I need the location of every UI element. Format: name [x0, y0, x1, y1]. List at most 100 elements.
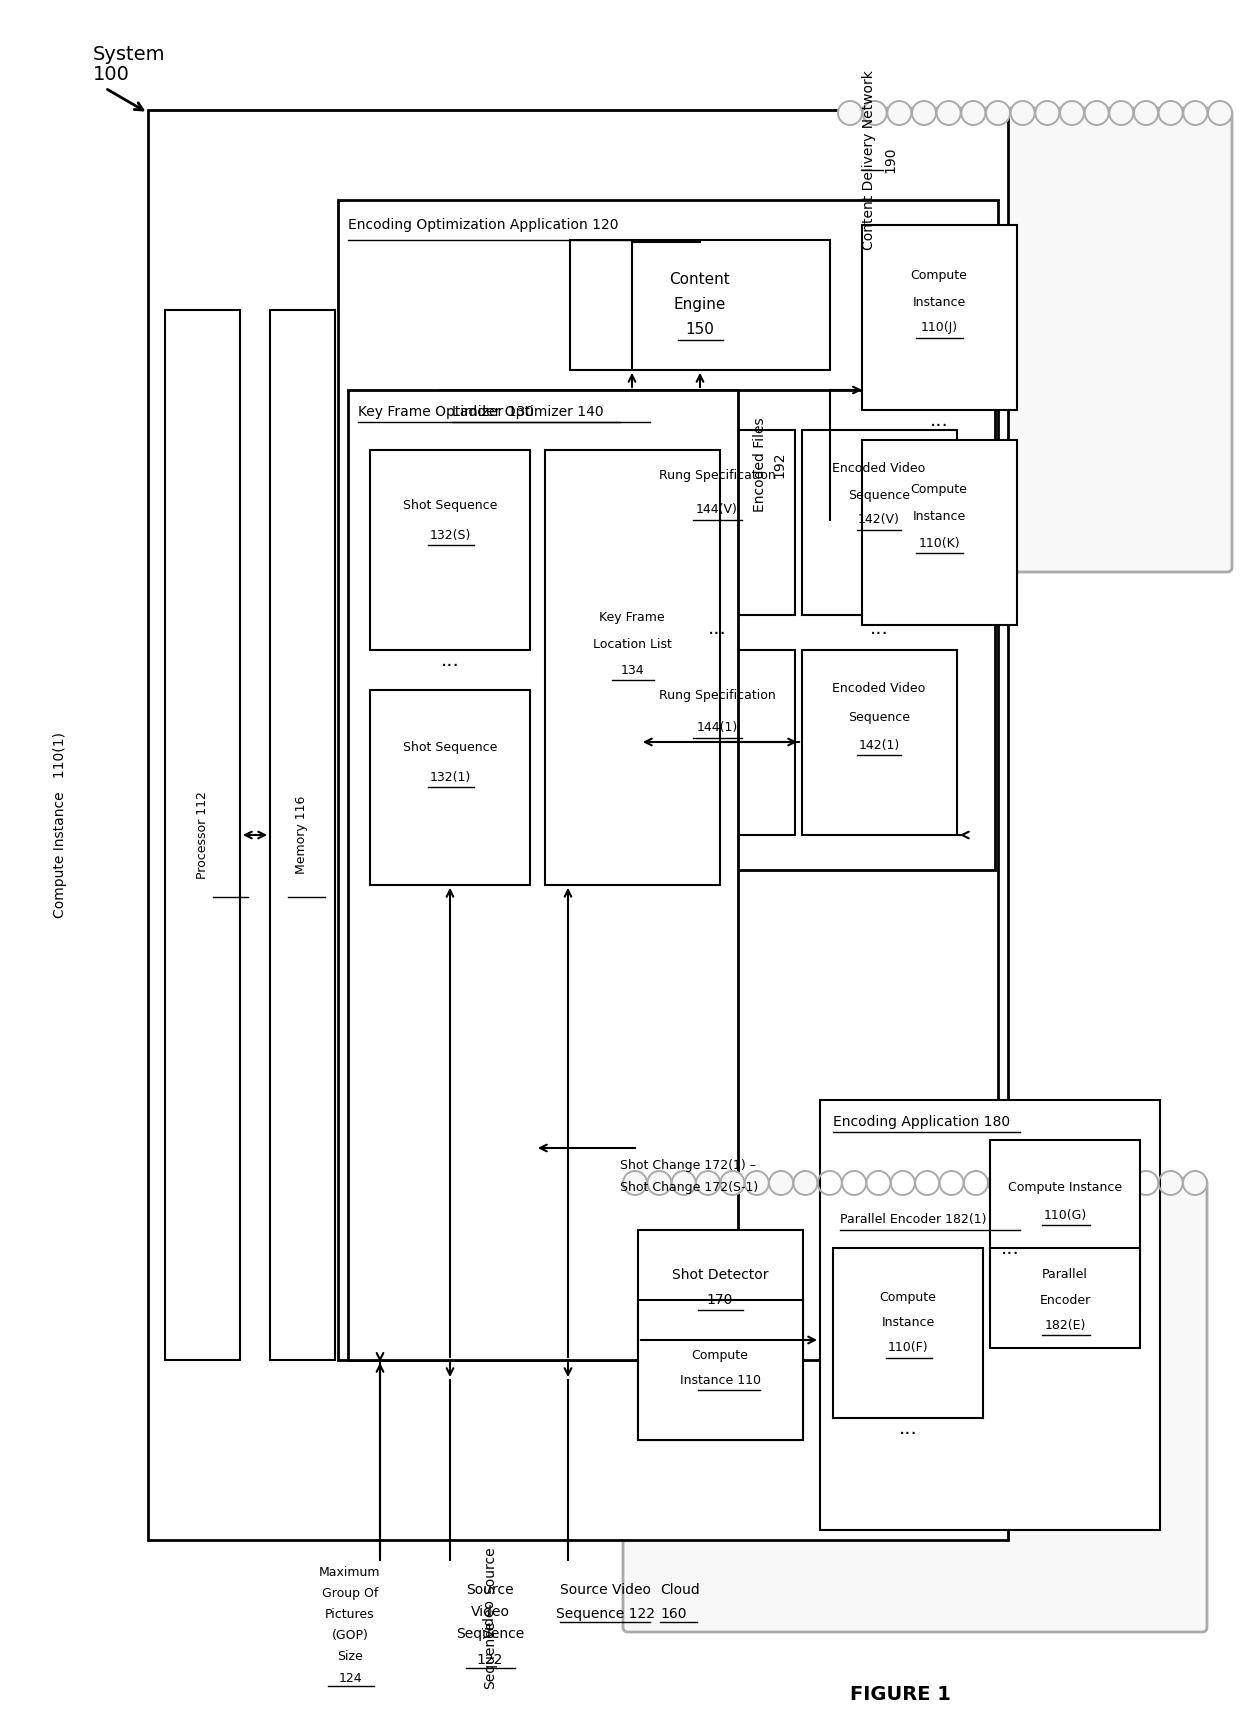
Text: Source Video: Source Video	[559, 1583, 651, 1597]
Circle shape	[647, 1171, 671, 1195]
Circle shape	[1110, 1171, 1133, 1195]
Circle shape	[1061, 1171, 1085, 1195]
Text: Parallel: Parallel	[1042, 1268, 1087, 1282]
Text: Processor 112: Processor 112	[196, 792, 208, 878]
Circle shape	[1135, 1171, 1158, 1195]
Text: 160: 160	[660, 1607, 687, 1621]
Bar	[370, 689, 529, 885]
Circle shape	[911, 100, 936, 125]
Text: Sequence: Sequence	[848, 712, 910, 724]
Circle shape	[1037, 1171, 1061, 1195]
Text: 110(G): 110(G)	[1043, 1209, 1086, 1221]
Text: FIGURE 1: FIGURE 1	[849, 1685, 950, 1704]
Text: Sequence: Sequence	[484, 1621, 497, 1689]
Circle shape	[963, 1171, 988, 1195]
Text: Encoding Application 180: Encoding Application 180	[833, 1115, 1011, 1129]
Circle shape	[1013, 1171, 1037, 1195]
Circle shape	[888, 100, 911, 125]
Circle shape	[863, 100, 887, 125]
Text: Group Of: Group Of	[322, 1588, 378, 1600]
Text: ...: ...	[930, 410, 949, 430]
Bar	[820, 1100, 1159, 1529]
Text: Shot Sequence: Shot Sequence	[403, 741, 497, 753]
Text: Parallel Encoder 182(1): Parallel Encoder 182(1)	[839, 1214, 987, 1226]
Text: 122: 122	[477, 1652, 503, 1666]
Circle shape	[940, 1171, 963, 1195]
FancyBboxPatch shape	[838, 107, 1233, 572]
Text: Shot Detector: Shot Detector	[672, 1268, 769, 1282]
Circle shape	[1158, 100, 1183, 125]
Circle shape	[1011, 100, 1034, 125]
Text: Sequence 122: Sequence 122	[556, 1607, 655, 1621]
Circle shape	[696, 1171, 720, 1195]
Text: Instance: Instance	[913, 509, 966, 523]
Text: Sequence: Sequence	[848, 488, 910, 502]
Circle shape	[1085, 100, 1109, 125]
Circle shape	[1183, 1171, 1207, 1195]
Text: Compute Instance: Compute Instance	[1008, 1181, 1122, 1195]
Text: (GOP): (GOP)	[331, 1630, 368, 1642]
Circle shape	[890, 1171, 915, 1195]
Circle shape	[988, 1171, 1012, 1195]
Text: 110(J): 110(J)	[920, 322, 957, 334]
Circle shape	[720, 1171, 744, 1195]
Text: Location List: Location List	[593, 639, 671, 651]
Circle shape	[1085, 1171, 1110, 1195]
Bar	[990, 1249, 1140, 1347]
Text: 110(F): 110(F)	[888, 1342, 929, 1354]
Circle shape	[842, 1171, 866, 1195]
Text: Sequence: Sequence	[456, 1626, 525, 1640]
Text: ...: ...	[1001, 1238, 1019, 1257]
Bar	[270, 310, 335, 1360]
Circle shape	[915, 1171, 939, 1195]
Bar	[802, 430, 957, 615]
Circle shape	[986, 100, 1011, 125]
Circle shape	[1158, 1171, 1183, 1195]
Text: Compute: Compute	[879, 1292, 936, 1304]
Text: Cloud: Cloud	[660, 1583, 699, 1597]
Bar	[570, 241, 830, 371]
Bar	[546, 450, 720, 885]
Text: Content: Content	[670, 272, 730, 288]
Text: Shot Change 172(S-1): Shot Change 172(S-1)	[620, 1181, 758, 1195]
Bar	[339, 199, 998, 1360]
Text: Key Frame Optimizer 130: Key Frame Optimizer 130	[358, 405, 534, 419]
Text: Maximum: Maximum	[319, 1566, 381, 1578]
Text: Pictures: Pictures	[325, 1609, 374, 1621]
Text: 124: 124	[339, 1671, 362, 1685]
Text: 144(V): 144(V)	[696, 504, 738, 516]
Text: Compute Instance   110(1): Compute Instance 110(1)	[53, 733, 67, 918]
FancyBboxPatch shape	[622, 1178, 1207, 1632]
Bar	[802, 650, 957, 835]
Text: Rung Specification: Rung Specification	[658, 689, 775, 701]
Bar	[990, 1140, 1140, 1309]
Text: 190: 190	[883, 147, 897, 173]
Text: 144(1): 144(1)	[697, 722, 738, 734]
Text: 134: 134	[620, 663, 644, 677]
Text: Encoded Video: Encoded Video	[832, 461, 925, 475]
Text: Size: Size	[337, 1649, 363, 1663]
Text: Shot Sequence: Shot Sequence	[403, 499, 497, 511]
Bar	[440, 390, 994, 869]
Bar	[833, 1249, 983, 1419]
Circle shape	[672, 1171, 696, 1195]
Text: Encoder: Encoder	[1039, 1294, 1091, 1306]
Bar	[639, 1230, 804, 1439]
Text: Instance: Instance	[882, 1316, 935, 1330]
Circle shape	[769, 1171, 794, 1195]
Text: Instance 110: Instance 110	[680, 1373, 760, 1387]
Circle shape	[1183, 100, 1208, 125]
Text: 142(V): 142(V)	[858, 513, 900, 527]
Bar	[348, 390, 738, 1360]
Text: 132(S): 132(S)	[429, 528, 471, 542]
Circle shape	[622, 1171, 647, 1195]
Text: ...: ...	[899, 1419, 918, 1438]
Circle shape	[745, 1171, 769, 1195]
Text: Source: Source	[484, 1547, 497, 1593]
Text: Source: Source	[466, 1583, 513, 1597]
Text: 182(E): 182(E)	[1044, 1318, 1086, 1332]
Text: Video: Video	[484, 1599, 497, 1637]
Circle shape	[1135, 100, 1158, 125]
Text: Key Frame: Key Frame	[599, 611, 665, 625]
Circle shape	[1060, 100, 1084, 125]
